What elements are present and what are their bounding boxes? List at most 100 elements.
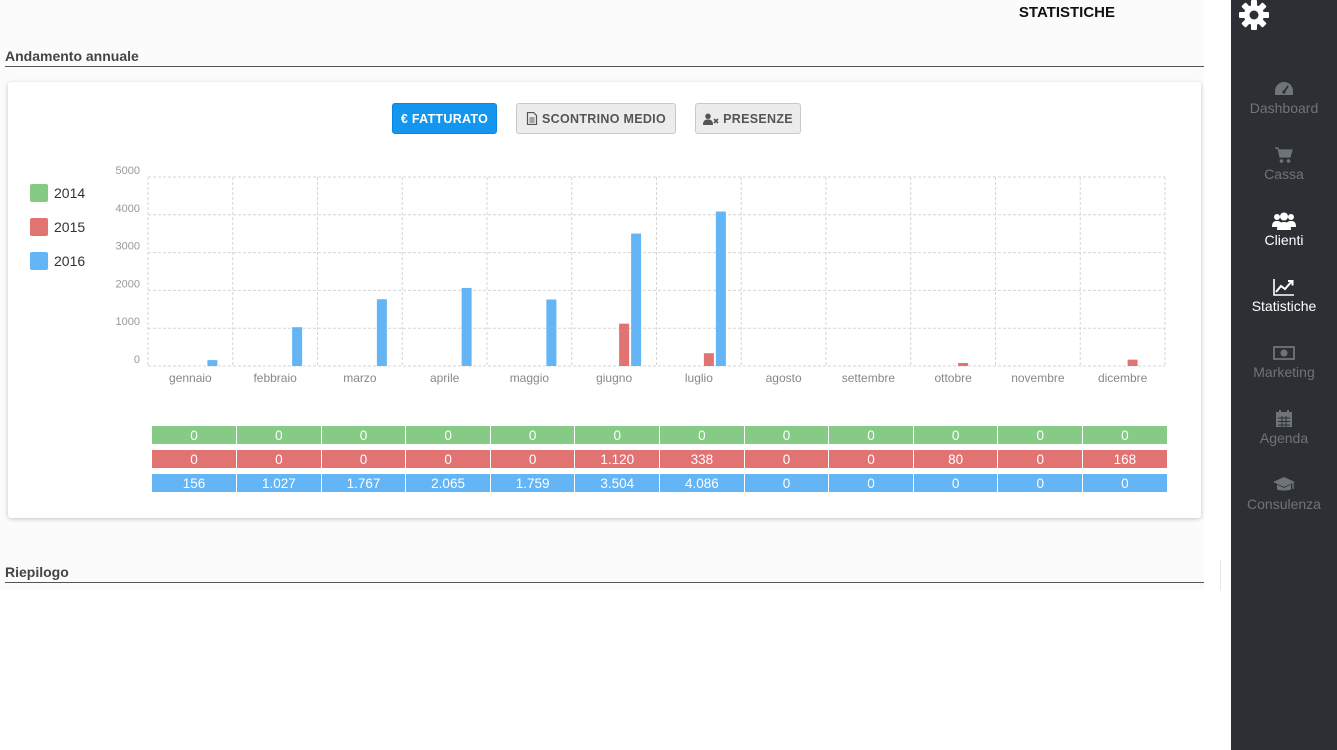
values-table: 0 0 0 0 0 0 0 0 0 0 0 0 0 0 0 0 0 1.120 338 0 0 80 0 168 156 1.02… bbox=[152, 426, 1168, 492]
fatturato-button[interactable]: € FATTURATO bbox=[392, 103, 497, 134]
annual-chart-card: € FATTURATO SCONTRINO MEDIO PRESENZE 201… bbox=[8, 82, 1201, 518]
spacer-cell bbox=[659, 468, 745, 474]
gear-icon[interactable] bbox=[1237, 0, 1271, 32]
sidebar-item-marketing[interactable]: Marketing bbox=[1231, 344, 1337, 404]
table-cell: 0 bbox=[490, 450, 576, 468]
sidebar-item-label: Cassa bbox=[1264, 166, 1304, 182]
y-tick-label: 4000 bbox=[116, 203, 140, 215]
sidebar-item-label: Agenda bbox=[1259, 430, 1309, 446]
table-cell: 0 bbox=[152, 426, 238, 444]
table-cell: 0 bbox=[659, 426, 745, 444]
x-tick-label: ottobre bbox=[934, 371, 972, 385]
spacer-cell bbox=[744, 468, 830, 474]
table-row-2015: 0 0 0 0 0 1.120 338 0 0 80 0 168 bbox=[152, 450, 1168, 468]
sidebar: Dashboard Cassa Clienti Statistiche bbox=[1231, 0, 1337, 750]
table-cell: 2.065 bbox=[405, 474, 491, 492]
scontrino-medio-label: SCONTRINO MEDIO bbox=[542, 111, 666, 126]
bar-2016 bbox=[376, 299, 387, 366]
section-title-summary: Riepilogo bbox=[5, 564, 69, 580]
sidebar-item-statistiche[interactable]: Statistiche bbox=[1231, 278, 1337, 338]
legend-label: 2016 bbox=[54, 253, 86, 269]
sidebar-item-clienti[interactable]: Clienti bbox=[1231, 212, 1337, 272]
x-tick-label: febbraio bbox=[253, 371, 297, 385]
page-title: STATISTICHE bbox=[1018, 4, 1115, 21]
table-cell: 1.759 bbox=[490, 474, 576, 492]
bar-2015 bbox=[958, 362, 969, 366]
table-cell: 0 bbox=[321, 450, 407, 468]
legend-swatch bbox=[30, 252, 48, 270]
x-tick-label: maggio bbox=[510, 371, 550, 385]
table-cell: 3.504 bbox=[574, 474, 661, 492]
scrollbar-track[interactable] bbox=[1220, 560, 1221, 590]
calendar-icon bbox=[1276, 410, 1292, 427]
spacer-cell bbox=[1082, 468, 1168, 474]
bar-2015 bbox=[703, 353, 714, 366]
sidebar-item-consulenza[interactable]: Consulenza bbox=[1231, 476, 1337, 536]
sidebar-item-label: Marketing bbox=[1253, 364, 1315, 380]
x-tick-label: giugno bbox=[596, 371, 632, 385]
spacer-cell bbox=[997, 444, 1084, 450]
chart-legend: 2014 2015 2016 bbox=[30, 176, 85, 278]
table-cell: 0 bbox=[744, 426, 830, 444]
legend-item-2016: 2016 bbox=[30, 244, 85, 278]
table-cell: 0 bbox=[152, 450, 238, 468]
table-cell: 0 bbox=[997, 474, 1084, 492]
table-cell: 0 bbox=[574, 426, 661, 444]
sidebar-item-cassa[interactable]: Cassa bbox=[1231, 146, 1337, 206]
file-text-icon bbox=[526, 112, 538, 125]
table-cell: 0 bbox=[1082, 474, 1168, 492]
table-cell: 156 bbox=[152, 474, 238, 492]
table-cell: 0 bbox=[321, 426, 407, 444]
table-cell: 0 bbox=[744, 450, 830, 468]
legend-label: 2015 bbox=[54, 219, 86, 235]
sidebar-item-agenda[interactable]: Agenda bbox=[1231, 410, 1337, 470]
line-chart-icon bbox=[1273, 279, 1294, 296]
spacer-cell bbox=[321, 468, 407, 474]
legend-item-2014: 2014 bbox=[30, 176, 85, 210]
bar-2016 bbox=[546, 299, 557, 366]
main-area: STATISTICHE Andamento annuale € FATTURAT… bbox=[5, 4, 1221, 590]
sidebar-item-label: Dashboard bbox=[1249, 100, 1319, 116]
x-tick-label: luglio bbox=[685, 371, 713, 385]
spacer-cell bbox=[1082, 444, 1168, 450]
section-title-annual: Andamento annuale bbox=[5, 48, 139, 64]
sidebar-item-dashboard[interactable]: Dashboard bbox=[1231, 80, 1337, 140]
x-tick-label: settembre bbox=[842, 371, 896, 385]
spacer-cell bbox=[913, 444, 999, 450]
table-cell: 0 bbox=[744, 474, 830, 492]
table-cell: 0 bbox=[997, 450, 1084, 468]
spacer-cell bbox=[405, 468, 491, 474]
y-tick-label: 1000 bbox=[116, 316, 140, 328]
table-cell: 0 bbox=[1082, 426, 1168, 444]
bar-2015 bbox=[619, 323, 630, 366]
sidebar-item-label: Consulenza bbox=[1247, 496, 1321, 512]
bar-2016 bbox=[631, 233, 642, 366]
table-cell: 0 bbox=[913, 426, 999, 444]
spacer-cell bbox=[828, 444, 914, 450]
spacer-cell bbox=[913, 468, 999, 474]
fatturato-label: € FATTURATO bbox=[400, 111, 489, 126]
table-cell: 0 bbox=[913, 474, 999, 492]
x-tick-label: agosto bbox=[766, 371, 802, 385]
table-cell: 0 bbox=[405, 450, 491, 468]
scontrino-medio-button[interactable]: SCONTRINO MEDIO bbox=[516, 103, 676, 134]
y-tick-label: 3000 bbox=[116, 241, 140, 253]
table-cell: 168 bbox=[1082, 450, 1168, 468]
spacer-cell bbox=[828, 468, 914, 474]
x-tick-label: marzo bbox=[343, 371, 377, 385]
presenze-button[interactable]: PRESENZE bbox=[695, 103, 801, 134]
graduation-cap-icon bbox=[1273, 477, 1295, 491]
bar-2016 bbox=[207, 360, 218, 366]
cart-icon bbox=[1275, 147, 1293, 163]
presenze-label: PRESENZE bbox=[723, 111, 793, 126]
table-cell: 0 bbox=[828, 450, 914, 468]
table-cell: 338 bbox=[659, 450, 745, 468]
spacer-cell bbox=[997, 468, 1084, 474]
bar-2016 bbox=[461, 287, 472, 366]
sidebar-item-label: Clienti bbox=[1264, 232, 1304, 248]
table-cell: 1.027 bbox=[236, 474, 322, 492]
spacer-cell bbox=[744, 444, 830, 450]
spacer-cell bbox=[490, 468, 576, 474]
legend-label: 2014 bbox=[54, 185, 86, 201]
table-cell: 80 bbox=[913, 450, 999, 468]
